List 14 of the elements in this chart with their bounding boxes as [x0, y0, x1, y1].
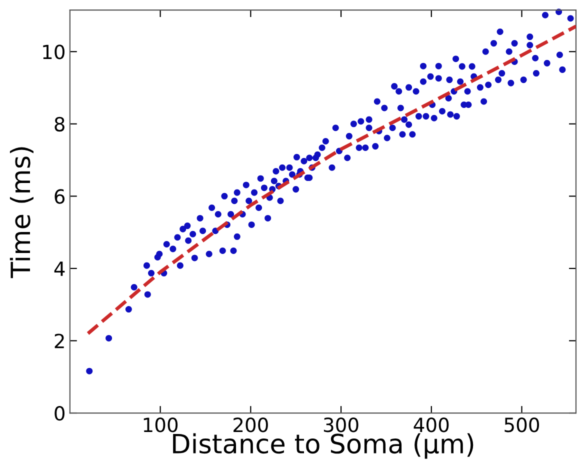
y-tick-label: 8: [54, 116, 64, 132]
x-tick-label: 500: [504, 418, 540, 432]
y-tick-label: 10: [43, 44, 64, 60]
x-tick-label: 300: [324, 418, 358, 432]
x-tick-label: 200: [234, 418, 268, 432]
x-tick-label: 400: [414, 418, 449, 432]
y-axis-title: Time (ms): [10, 147, 34, 278]
y-tick-label: 2: [54, 334, 64, 348]
line-series: [86, 24, 576, 336]
y-tick-label: 0: [54, 406, 64, 421]
x-tick-label: 100: [144, 418, 178, 432]
y-tick-label: 6: [54, 189, 65, 204]
y-tick-label: 4: [54, 262, 65, 276]
x-axis-title: Distance to Soma (µm): [173, 433, 474, 459]
